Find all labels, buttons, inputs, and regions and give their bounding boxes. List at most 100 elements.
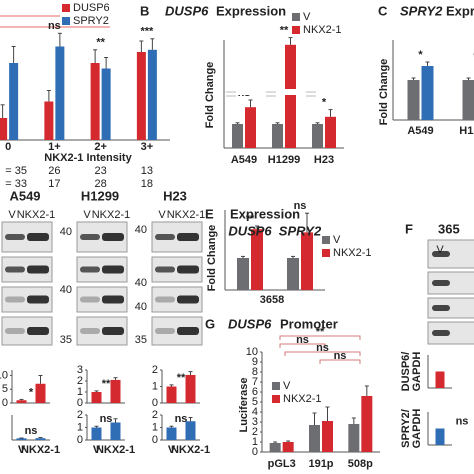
title: Expres — [446, 3, 474, 18]
y-tick-label: 1 — [152, 380, 158, 392]
category-label: 0 — [5, 141, 11, 153]
bracket — [279, 343, 326, 348]
n-count: 13 — [141, 165, 153, 177]
blot — [427, 321, 474, 345]
band — [155, 328, 175, 334]
band — [102, 327, 124, 335]
legend-swatch — [322, 236, 330, 244]
y-tick-label: 1 — [252, 436, 258, 448]
significance: ns — [175, 413, 188, 425]
y-tick-label: 0 — [77, 397, 83, 409]
category-label: SPRY2 — [279, 223, 322, 238]
title: Expression — [230, 206, 300, 221]
legend-label: DUSP6 — [73, 2, 110, 14]
category-label: A549 — [231, 154, 257, 166]
cell-line: A549 — [9, 188, 40, 203]
band — [432, 330, 450, 336]
bar — [348, 424, 360, 452]
significance: ** — [96, 37, 105, 49]
legend-swatch — [322, 249, 330, 257]
y-label: DUSP6/ — [400, 352, 412, 392]
band — [5, 234, 25, 240]
n-count: 26 — [48, 165, 60, 177]
category-label: V — [18, 444, 26, 456]
y-label: GAPDH — [411, 352, 423, 392]
y-tick-label: 2 — [77, 409, 83, 421]
band — [155, 266, 175, 273]
y-label: SPRY2/ — [400, 409, 412, 448]
legend-swatch — [272, 382, 280, 390]
mw-marker: 40 — [135, 277, 147, 289]
band — [27, 327, 49, 335]
category-label: 3+ — [141, 141, 154, 153]
legend-label: NKX2-1 — [333, 247, 372, 259]
category-label: pGL3 — [268, 458, 296, 470]
legend-label: V — [303, 11, 311, 23]
y-tick-label: 0 — [77, 434, 83, 446]
n-count: 18 — [141, 178, 153, 190]
blot — [427, 297, 474, 319]
significance: ** — [102, 378, 111, 390]
lane-label: NKX2-1 — [167, 209, 206, 221]
y-tick-label: 0 — [2, 397, 8, 409]
significance: ** — [177, 372, 186, 384]
bar — [435, 428, 445, 445]
bar — [91, 427, 102, 440]
bar — [251, 229, 263, 290]
bar — [16, 400, 27, 403]
bar — [272, 124, 283, 148]
bar — [35, 438, 46, 440]
band — [5, 266, 25, 273]
bar — [462, 80, 474, 120]
category-label: H1299 — [268, 154, 300, 166]
axis-break — [226, 89, 344, 95]
y-tick-label: 2 — [152, 364, 158, 376]
y-tick-label: 10 — [0, 369, 8, 381]
mw-marker: 40 — [60, 226, 72, 238]
significance: * — [29, 386, 34, 398]
y-tick-label: 3 — [77, 364, 83, 376]
band — [432, 280, 450, 286]
y-tick-label: 6 — [252, 386, 258, 398]
mw-marker: 35 — [135, 334, 147, 346]
y-tick-label: 0 — [152, 434, 158, 446]
panel-label: E — [205, 206, 214, 221]
y-label: Fold Change — [378, 59, 390, 126]
lane-label: NKX2-1 — [17, 209, 56, 221]
title-gene: DUSP6 — [228, 316, 272, 331]
y-tick-label: 10 — [246, 346, 258, 358]
y-tick-label: 2 — [152, 409, 158, 421]
band — [102, 265, 124, 274]
bar — [232, 124, 243, 148]
panel-label: G — [205, 316, 215, 331]
significance: ns — [334, 350, 347, 362]
category-label: 2+ — [94, 141, 107, 153]
y-tick-label: 1 — [77, 421, 83, 433]
bar — [269, 443, 281, 452]
significance: ** — [246, 213, 255, 225]
x-label: 3658 — [260, 294, 284, 306]
significance: *** — [140, 26, 154, 38]
bracket — [319, 359, 361, 364]
y-label: GAPDH — [411, 409, 423, 449]
title: 365 — [438, 221, 460, 236]
band — [102, 233, 124, 241]
bar — [322, 421, 333, 452]
category-label: H1299 — [459, 125, 474, 137]
category-label: 191p — [308, 458, 333, 470]
n-count: = 35 — [5, 165, 27, 177]
bracket — [284, 351, 361, 356]
lane-label: V — [8, 209, 16, 221]
bar — [110, 422, 121, 440]
legend-swatch — [62, 4, 70, 12]
lane-label: NKX2-1 — [92, 209, 131, 221]
significance: ns — [25, 425, 38, 437]
bar — [285, 44, 296, 148]
band — [27, 295, 49, 304]
bar — [185, 374, 196, 403]
bar — [147, 49, 157, 140]
band — [177, 327, 199, 335]
bar — [361, 396, 373, 452]
significance: ns — [316, 342, 329, 354]
